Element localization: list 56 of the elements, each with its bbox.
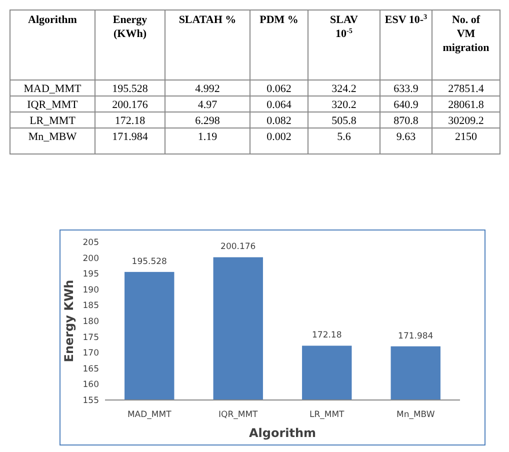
- y-tick-label: IQR_MMT: [27, 99, 78, 111]
- data-label: 0.064: [266, 99, 292, 111]
- data-label: 320.2: [332, 99, 356, 111]
- data-label: 195.528: [132, 256, 167, 267]
- data-label: 4.97: [198, 99, 218, 111]
- y-tick-label: 170: [82, 348, 99, 359]
- y-tick-label: 155: [82, 396, 99, 406]
- data-label: 6.298: [195, 115, 220, 127]
- data-label: 172.18: [114, 115, 146, 127]
- data-label: 200.176: [112, 99, 148, 111]
- data-label: 633.9: [394, 83, 419, 95]
- y-tick-label: Mn_MBW: [28, 131, 78, 143]
- data-label: 0.062: [266, 83, 292, 95]
- data-label: 4.992: [195, 83, 220, 95]
- x-tick-label: SLATAH %: [178, 14, 236, 26]
- data-label: 9.63: [396, 131, 416, 143]
- x-tick-label: LR_MMT: [309, 410, 346, 420]
- data-label: 171.984: [398, 331, 434, 342]
- data-label: 27851.4: [448, 83, 484, 95]
- data-label: 0.002: [266, 131, 292, 143]
- y-tick-label: LR_MMT: [30, 115, 76, 127]
- data-label: 0.082: [266, 115, 292, 127]
- data-label: 195.528: [112, 83, 148, 95]
- data-label: 640.9: [394, 99, 419, 111]
- y-tick-label: 180: [82, 317, 99, 327]
- x-tick-label: ESV 10-$^{3}$: [384, 13, 428, 26]
- data-label: 1.19: [198, 131, 218, 143]
- data-label: 870.8: [394, 115, 419, 127]
- data-label: 171.984: [112, 131, 148, 143]
- data-label: 200.176: [220, 242, 256, 252]
- y-tick-label: MAD_MMT: [24, 83, 82, 95]
- x-tick-label: No. of VM migration: [442, 14, 490, 54]
- y-tick-label: 175: [82, 332, 99, 343]
- data-label: 5.6: [337, 131, 352, 143]
- data-label: 30209.2: [448, 115, 484, 127]
- data-label: 172.18: [312, 330, 342, 341]
- y-tick-label: 190: [82, 285, 99, 296]
- data-label: 324.2: [332, 83, 356, 95]
- x-tick-label: PDM %: [260, 14, 298, 26]
- x-tick-label: Energy (KWh): [112, 14, 148, 40]
- data-label: 28061.8: [448, 99, 484, 111]
- x-tick-label: MAD_MMT: [127, 410, 172, 420]
- y-axis-title: Energy KWh: [62, 280, 76, 362]
- data-label: 2150: [455, 131, 478, 143]
- y-tick-label: 160: [82, 380, 99, 390]
- data-label: 505.8: [332, 115, 357, 127]
- y-tick-label: 165: [82, 364, 99, 374]
- x-tick-label: IQR_MMT: [218, 410, 259, 420]
- x-tick-label: SLAV 10$^{-5}$: [330, 14, 358, 40]
- y-axis-title: Algorithm: [28, 14, 77, 26]
- y-tick-label: 200: [82, 254, 99, 264]
- y-tick-label: 185: [82, 301, 99, 312]
- x-tick-label: Mn_MBW: [396, 410, 436, 420]
- y-tick-label: 195: [82, 270, 99, 280]
- x-axis-title: Algorithm: [248, 426, 316, 440]
- y-tick-label: 205: [82, 238, 99, 248]
